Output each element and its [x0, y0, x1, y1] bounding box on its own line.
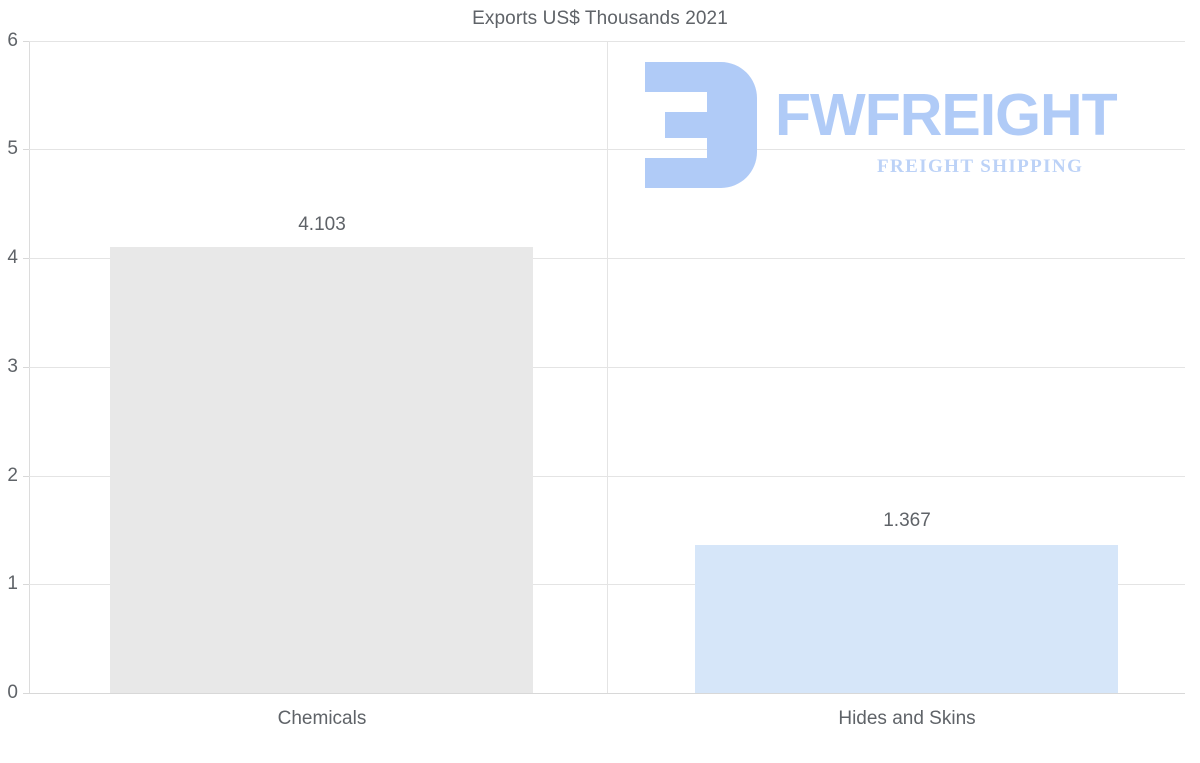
y-tick-mark-0 — [23, 693, 29, 694]
x-tick-label-chemicals: Chemicals — [277, 708, 367, 729]
y-tick-mark-5 — [23, 149, 29, 150]
y-tick-mark-3 — [23, 367, 29, 368]
x-axis-line — [29, 693, 1185, 694]
y-tick-mark-2 — [23, 476, 29, 477]
y-tick-label-4: 4 — [7, 247, 18, 268]
x-tick-label-hides-and-skins: Hides and Skins — [838, 708, 976, 729]
plot-area — [29, 41, 1185, 693]
bar-hides-and-skins[interactable] — [695, 545, 1118, 693]
bar-value-label-hides-and-skins: 1.367 — [883, 510, 931, 531]
y-tick-mark-4 — [23, 258, 29, 259]
y-tick-label-6: 6 — [7, 30, 18, 51]
bar-value-label-chemicals: 4.103 — [298, 214, 346, 235]
y-tick-mark-1 — [23, 584, 29, 585]
chart-title: Exports US$ Thousands 2021 — [472, 8, 728, 29]
y-tick-label-0: 0 — [7, 682, 18, 703]
bar-chemicals[interactable] — [110, 247, 533, 693]
y-tick-label-5: 5 — [7, 138, 18, 159]
gridline-category-divider — [607, 41, 608, 693]
y-tick-label-2: 2 — [7, 465, 18, 486]
y-tick-mark-6 — [23, 41, 29, 42]
y-tick-label-1: 1 — [7, 573, 18, 594]
y-tick-label-3: 3 — [7, 356, 18, 377]
